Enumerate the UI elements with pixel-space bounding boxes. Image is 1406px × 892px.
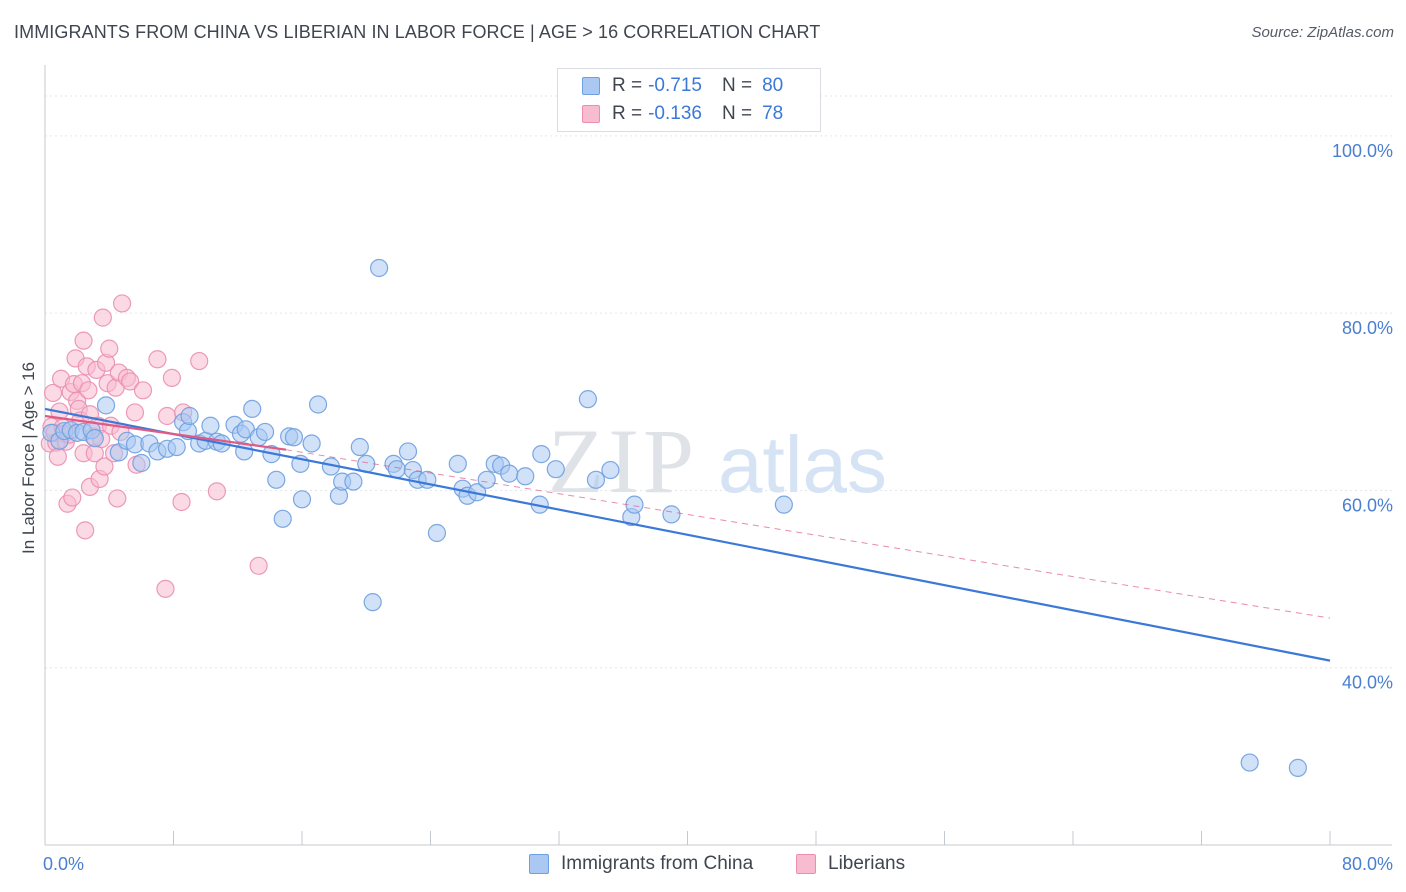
china-trend-line: [44, 407, 1331, 662]
china-legend-swatch: [529, 854, 549, 874]
china-legend-label: Immigrants from China: [561, 853, 754, 874]
china-point: [85, 429, 104, 448]
china-point: [243, 399, 262, 419]
watermark: ZIP atlas: [548, 410, 887, 512]
y-tick-label: 80.0%: [1342, 318, 1393, 338]
trend-lines: [44, 407, 1331, 662]
liberian-point: [121, 372, 140, 391]
watermark-zip: ZIP: [548, 410, 698, 512]
liberian-legend-swatch: [796, 854, 816, 874]
r-label: R =: [612, 103, 643, 124]
china-point: [387, 460, 406, 479]
china-point: [477, 470, 496, 489]
liberian-point: [48, 447, 67, 466]
china-points: [42, 258, 1307, 777]
liberian-point: [190, 351, 209, 371]
liberian-point: [133, 381, 153, 400]
china-point: [292, 490, 312, 509]
china-point: [308, 395, 328, 414]
china-point: [180, 406, 199, 426]
china-point: [516, 467, 535, 486]
watermark-atlas: atlas: [718, 420, 887, 509]
china-point: [132, 453, 151, 473]
china-point: [586, 470, 606, 489]
china-point: [96, 396, 116, 415]
china-point: [350, 437, 369, 457]
liberian-point: [74, 331, 93, 350]
liberian-point: [125, 403, 145, 422]
liberian-point: [79, 381, 98, 400]
china-point: [774, 495, 793, 514]
china-point: [302, 434, 321, 453]
china-point: [578, 390, 598, 409]
y-axis-title: In Labor Force | Age > 16: [19, 362, 38, 554]
china-point: [662, 505, 681, 524]
legend-row-china: R = -0.715 N = 80: [582, 73, 783, 99]
china-point: [201, 416, 220, 435]
china-point: [398, 442, 418, 461]
china-point: [344, 472, 363, 491]
liberian-point: [108, 489, 127, 508]
liberian-point: [63, 488, 82, 507]
n-label: N =: [721, 103, 753, 124]
china-point: [267, 470, 286, 489]
liberian-point: [100, 339, 119, 358]
china-point: [448, 454, 467, 473]
china-point: [284, 428, 304, 447]
liberian-swatch: [582, 105, 600, 123]
china-point: [255, 422, 275, 442]
chart-title: IMMIGRANTS FROM CHINA VS LIBERIAN IN LAB…: [14, 22, 821, 42]
china-point: [500, 464, 519, 483]
axes: [44, 65, 1392, 846]
liberian-point: [162, 368, 181, 387]
china-point: [532, 445, 551, 464]
legend-row-liberian: R = -0.136 N = 78: [582, 101, 783, 127]
y-tick-label: 100.0%: [1332, 141, 1393, 161]
y-tick-label: 40.0%: [1342, 673, 1393, 693]
liberian-point: [172, 492, 191, 512]
liberian-legend-label: Liberians: [828, 853, 906, 874]
grid: [45, 95, 1392, 669]
china-point: [1240, 753, 1259, 772]
x-tick-label: 0.0%: [43, 854, 84, 874]
tick-labels: 40.0% 60.0% 80.0% 100.0% 0.0% 80.0%: [43, 141, 1393, 874]
liberian-point: [93, 308, 112, 327]
liberian-n-value: 78: [762, 103, 784, 124]
chart-source: Source: ZipAtlas.com: [1251, 24, 1394, 41]
china-point: [363, 593, 382, 612]
china-point: [427, 523, 447, 543]
china-point: [1288, 758, 1307, 777]
liberian-point: [76, 521, 95, 540]
bottom-legend-china: Immigrants from China: [529, 851, 753, 877]
n-label: N =: [721, 75, 753, 96]
liberian-r-value: -0.136: [648, 103, 702, 124]
liberian-point: [207, 482, 226, 501]
bottom-legend-liberian: Liberians: [796, 851, 905, 877]
liberian-point: [43, 383, 63, 403]
liberian-point: [148, 350, 167, 369]
china-n-value: 80: [762, 75, 784, 96]
liberian-point: [95, 457, 114, 476]
liberian-point: [156, 579, 175, 598]
liberian-point: [157, 406, 177, 426]
correlation-legend: R = -0.715 N = 80 R = -0.136 N = 78: [557, 68, 821, 132]
china-r-value: -0.715: [648, 75, 702, 96]
x-tick-label: 80.0%: [1342, 854, 1393, 874]
china-point: [370, 258, 389, 278]
liberian-point: [249, 556, 268, 575]
liberian-trend-line: [44, 414, 287, 451]
r-label: R =: [612, 75, 643, 96]
liberian-trend-extension: [285, 449, 1331, 619]
china-point: [601, 460, 620, 480]
china-point: [167, 437, 186, 457]
china-swatch: [582, 77, 600, 95]
china-point: [546, 460, 565, 479]
liberian-point: [112, 294, 132, 313]
y-tick-label: 60.0%: [1342, 495, 1393, 515]
china-point: [273, 509, 292, 528]
